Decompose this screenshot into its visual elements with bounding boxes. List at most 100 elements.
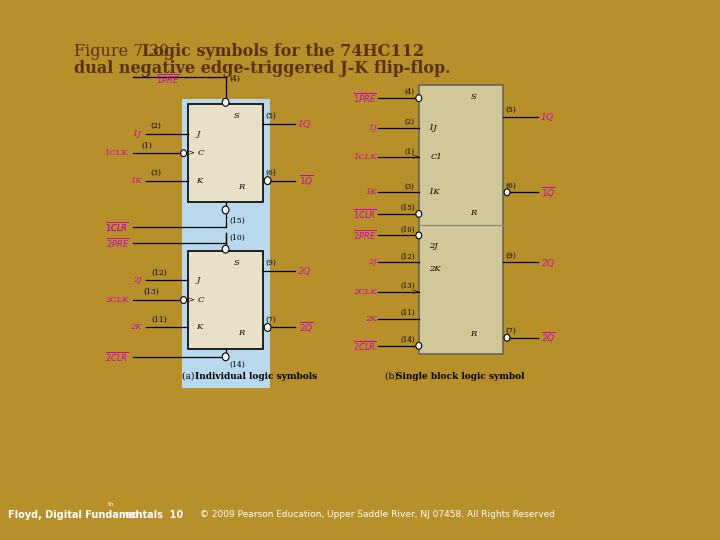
Text: (5): (5) [265,112,276,120]
Text: (2): (2) [150,122,161,130]
Text: (11): (11) [400,309,415,317]
Text: >: > [187,296,194,304]
Text: 2J: 2J [368,258,377,266]
Text: R: R [238,329,245,338]
Bar [182,99,270,388]
Circle shape [264,323,271,332]
Text: (a): (a) [182,372,197,381]
Text: Logic symbols for the 74HC112: Logic symbols for the 74HC112 [142,43,424,59]
Text: $\overline{\mathit{2Q}}$: $\overline{\mathit{2Q}}$ [541,330,555,345]
Text: S: S [471,92,476,100]
Bar [188,251,264,349]
Text: 2Q: 2Q [297,266,310,275]
Circle shape [264,177,271,185]
Text: $\overline{\mathit{1CLR}}$: $\overline{\mathit{1CLR}}$ [353,207,377,221]
Text: (3): (3) [405,183,415,191]
Text: (12): (12) [152,268,168,276]
Circle shape [222,353,229,361]
Circle shape [416,342,422,349]
Text: (4): (4) [230,75,240,83]
Text: 1K: 1K [429,188,441,197]
Text: 1J: 1J [368,124,377,132]
Text: ed: ed [122,510,139,520]
Text: C: C [198,149,204,157]
Text: 2J: 2J [133,276,142,285]
Text: 1J: 1J [133,130,142,138]
Text: $\overline{\mathit{1CLR}}$: $\overline{\mathit{1CLR}}$ [105,220,129,234]
Text: $\overline{\mathit{1Q}}$: $\overline{\mathit{1Q}}$ [541,185,555,200]
Text: © 2009 Pearson Education, Upper Saddle River, NJ 07458. All Rights Reserved: © 2009 Pearson Education, Upper Saddle R… [200,510,555,519]
Text: (b): (b) [385,372,401,381]
Text: 2J: 2J [429,242,438,250]
Circle shape [416,232,422,239]
Text: 2K: 2K [429,265,441,273]
Text: (10): (10) [230,233,246,241]
Text: (1): (1) [405,147,415,156]
Circle shape [504,334,510,341]
Circle shape [181,150,186,157]
Text: 1K: 1K [130,177,142,185]
Text: $\overline{\mathit{1PRE}}$: $\overline{\mathit{1PRE}}$ [354,91,377,105]
Bar [188,104,264,202]
Text: $\overline{\mathit{1Q}}$: $\overline{\mathit{1Q}}$ [299,173,313,188]
Text: $\overline{\mathit{2CLR}}$: $\overline{\mathit{2CLR}}$ [353,339,377,353]
Text: 1CLK: 1CLK [354,153,377,161]
Text: (10): (10) [400,226,415,234]
Text: (15): (15) [400,204,415,212]
Text: $\overline{\mathit{2PRE}}$: $\overline{\mathit{2PRE}}$ [354,228,377,242]
Text: K: K [196,177,202,185]
Circle shape [181,296,186,303]
Text: (7): (7) [265,315,276,323]
Text: R: R [238,183,245,191]
Circle shape [222,245,229,253]
Text: $\overline{\mathit{2PRE}}$: $\overline{\mathit{2PRE}}$ [106,237,129,250]
Text: 1Q: 1Q [297,119,310,129]
Text: (14): (14) [400,336,415,344]
Text: (5): (5) [505,106,516,114]
Circle shape [222,98,229,106]
Text: (6): (6) [265,169,276,177]
Circle shape [222,206,229,214]
Text: th: th [108,502,114,507]
Text: S: S [234,259,239,267]
Text: (1): (1) [142,141,153,150]
Text: (3): (3) [150,169,161,177]
Text: $\overline{\mathit{2CLR}}$: $\overline{\mathit{2CLR}}$ [105,350,129,364]
Text: 2K: 2K [130,323,142,332]
Text: $\overline{\mathit{1PRE}}$: $\overline{\mathit{1PRE}}$ [156,72,179,86]
Text: C: C [198,296,204,304]
Text: (9): (9) [265,259,276,267]
Text: 2Q: 2Q [541,258,554,267]
Text: (9): (9) [505,252,516,260]
Circle shape [504,189,510,196]
Text: J: J [196,130,199,138]
Text: 1J: 1J [429,124,438,132]
Text: J: J [196,276,199,285]
Text: C1: C1 [431,153,442,161]
Text: (4): (4) [405,89,415,96]
Circle shape [416,211,422,217]
Text: Floyd, Digital Fundamentals  10: Floyd, Digital Fundamentals 10 [8,510,183,520]
Text: 2K: 2K [365,315,377,323]
Text: Figure 7.30: Figure 7.30 [74,43,185,59]
Text: 2CLK: 2CLK [354,288,377,296]
Text: K: K [196,323,202,332]
Text: R: R [470,209,477,217]
Text: R: R [470,330,477,338]
Text: (7): (7) [505,327,516,335]
Text: (11): (11) [152,315,168,323]
Text: Individual logic symbols: Individual logic symbols [194,372,317,381]
Text: (13): (13) [400,282,415,290]
Text: (15): (15) [230,217,246,225]
Text: Single block logic symbol: Single block logic symbol [396,372,525,381]
Text: 1Q: 1Q [541,112,554,122]
Text: $\overline{\mathit{2Q}}$: $\overline{\mathit{2Q}}$ [299,320,313,335]
Text: >: > [187,149,194,157]
Text: $\overline{\mathit{1CLR}}$: $\overline{\mathit{1CLR}}$ [105,220,129,234]
Circle shape [416,94,422,102]
Text: (13): (13) [143,288,159,296]
Text: 1CLK: 1CLK [105,149,129,157]
Text: dual negative edge-triggered J-K flip-flop.: dual negative edge-triggered J-K flip-fl… [74,60,451,77]
Text: 1K: 1K [365,188,377,197]
Text: (14): (14) [230,361,246,369]
